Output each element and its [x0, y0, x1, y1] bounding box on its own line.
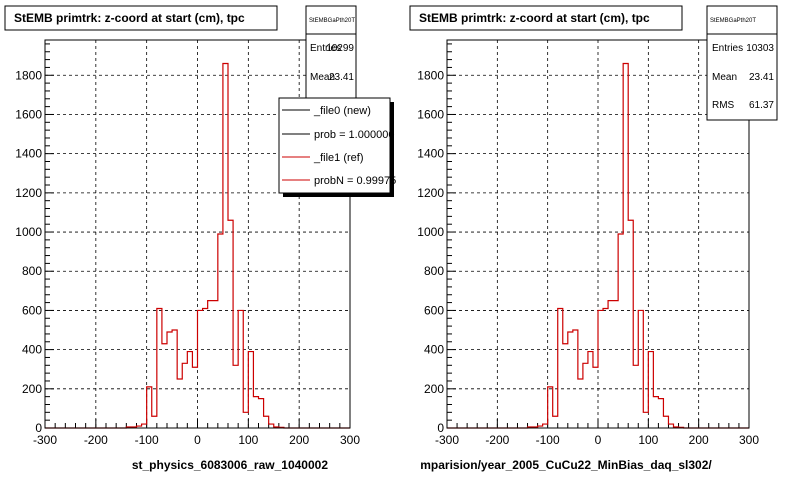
- right-stats-entries-label: Entries: [712, 43, 743, 54]
- right-stats-entries-value: 10303: [746, 43, 774, 54]
- right-panel: StEMB primtrk: z-coord at start (cm), tp…: [409, 5, 778, 472]
- right-histogram-line: [447, 62, 749, 429]
- x-tick-label: -200: [84, 433, 108, 447]
- y-tick-label: 200: [424, 382, 444, 396]
- left-x-axis-label: st_physics_6083006_raw_1040002: [132, 458, 328, 472]
- x-tick-label: 0: [194, 433, 201, 447]
- legend-box: [278, 97, 391, 194]
- left-stats-entries-label: Entries: [310, 43, 341, 54]
- x-tick-label: -200: [485, 433, 509, 447]
- y-tick-label: 1400: [15, 147, 42, 161]
- right-stats-name: StEMBGaPth20T: [710, 18, 756, 24]
- y-tick-label: 800: [424, 264, 444, 278]
- y-tick-label: 1200: [417, 186, 444, 200]
- x-tick-label: 0: [595, 433, 602, 447]
- right-stats-mean-value: 23.41: [749, 72, 774, 83]
- x-tick-label: -100: [135, 433, 159, 447]
- y-tick-label: 0: [437, 421, 444, 435]
- x-tick-label: 200: [289, 433, 309, 447]
- x-tick-label: -300: [435, 433, 459, 447]
- left-histogram-line: [45, 62, 350, 429]
- legend-entry-prob: prob = 1.000000: [314, 129, 394, 141]
- x-tick-label: 100: [238, 433, 258, 447]
- legend-entry-new: _file0 (new): [313, 105, 371, 117]
- left-stats-mean-label: Mean: [310, 72, 335, 83]
- left-title: StEMB primtrk: z-coord at start (cm), tp…: [14, 11, 245, 25]
- y-tick-label: 1800: [417, 68, 444, 82]
- y-tick-label: 1000: [417, 225, 444, 239]
- right-stats-mean-label: Mean: [712, 72, 737, 83]
- y-tick-label: 200: [22, 382, 42, 396]
- y-tick-label: 400: [22, 343, 42, 357]
- y-tick-label: 1600: [417, 107, 444, 121]
- right-title: StEMB primtrk: z-coord at start (cm), tp…: [419, 11, 650, 25]
- x-tick-label: 100: [638, 433, 658, 447]
- y-tick-label: 600: [22, 303, 42, 317]
- x-tick-label: 300: [739, 433, 759, 447]
- y-tick-label: 1000: [15, 225, 42, 239]
- y-tick-label: 1600: [15, 107, 42, 121]
- right-stats-rms-value: 61.37: [749, 100, 774, 111]
- left-stats-mean-value: 23.41: [329, 72, 354, 83]
- right-x-axis-label: mparision/year_2005_CuCu22_MinBias_daq_s…: [420, 458, 712, 472]
- right-stats-box: [706, 5, 778, 121]
- legend-entry-ref: _file1 (ref): [313, 152, 364, 164]
- y-tick-label: 1400: [417, 147, 444, 161]
- left-title-box: [4, 5, 278, 31]
- y-tick-label: 1200: [15, 186, 42, 200]
- right-stats-rms-label: RMS: [712, 100, 735, 111]
- left-stats-entries-value: 10299: [326, 43, 354, 54]
- x-tick-label: 200: [689, 433, 709, 447]
- left-panel: StEMB primtrk: z-coord at start (cm), tp…: [4, 5, 396, 472]
- x-tick-label: 300: [340, 433, 360, 447]
- y-tick-label: 400: [424, 343, 444, 357]
- legend-entry-probn: probN = 0.99975: [314, 175, 396, 187]
- right-title-box: [409, 5, 683, 31]
- y-tick-label: 600: [424, 303, 444, 317]
- y-tick-label: 1800: [15, 68, 42, 82]
- right-plot-border: [446, 39, 750, 429]
- y-tick-label: 800: [22, 264, 42, 278]
- left-plot-border: [44, 39, 351, 429]
- x-tick-label: -100: [536, 433, 560, 447]
- x-tick-label: -300: [33, 433, 57, 447]
- y-tick-label: 0: [35, 421, 42, 435]
- left-stats-name: StEMBGaPth20T: [309, 18, 355, 24]
